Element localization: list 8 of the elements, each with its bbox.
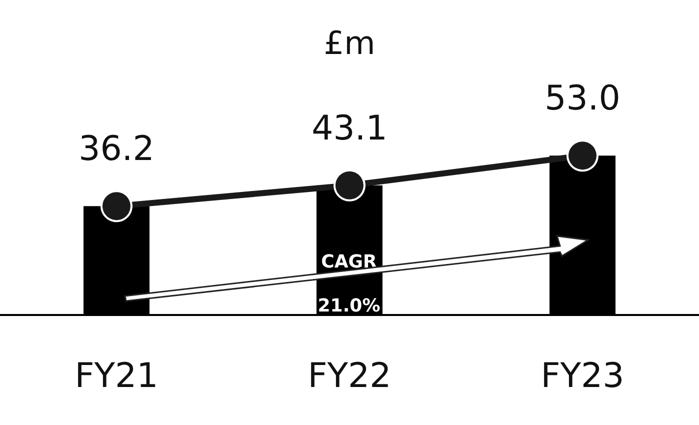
x-tick-label: FY23 [540,356,624,396]
text: CAGR 21.0% [318,252,380,316]
data-label: 43.1 [312,108,388,148]
data-label: 36.2 [78,129,154,170]
chart-title: £m [324,24,376,62]
x-tick-label: FY21 [74,356,158,396]
x-tick-label: FY22 [308,356,392,396]
data-label: 53.0 [544,78,620,119]
